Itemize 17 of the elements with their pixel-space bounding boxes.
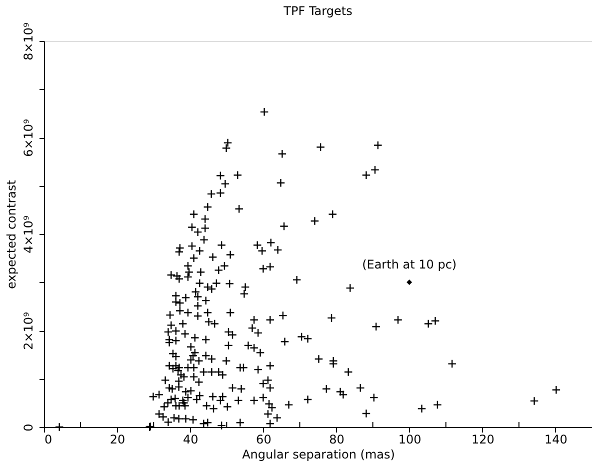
x-tick-label: 20	[110, 432, 126, 446]
y-tick-label: 6×10⁹	[22, 118, 36, 157]
x-axis-title: Angular separation (mas)	[242, 448, 395, 462]
x-tick-label: 80	[329, 432, 344, 446]
x-tick-label: 140	[544, 432, 568, 446]
x-tick-label: 120	[471, 432, 494, 446]
annotation: (Earth at 10 pc)	[362, 257, 457, 272]
x-tick-label: 40	[182, 432, 198, 446]
y-tick-label: 0	[22, 424, 36, 432]
x-tick-label: 100	[398, 432, 422, 446]
chart-title: TPF Targets	[282, 4, 352, 18]
y-axis-title: expected contrast	[4, 180, 18, 289]
y-tick-label: 2×10⁹	[22, 312, 36, 350]
x-tick-label: 60	[256, 432, 272, 446]
y-tick-label: 8×10⁹	[22, 22, 36, 60]
x-tick-label: 0	[44, 432, 52, 446]
y-tick-label: 4×10⁹	[22, 215, 36, 254]
